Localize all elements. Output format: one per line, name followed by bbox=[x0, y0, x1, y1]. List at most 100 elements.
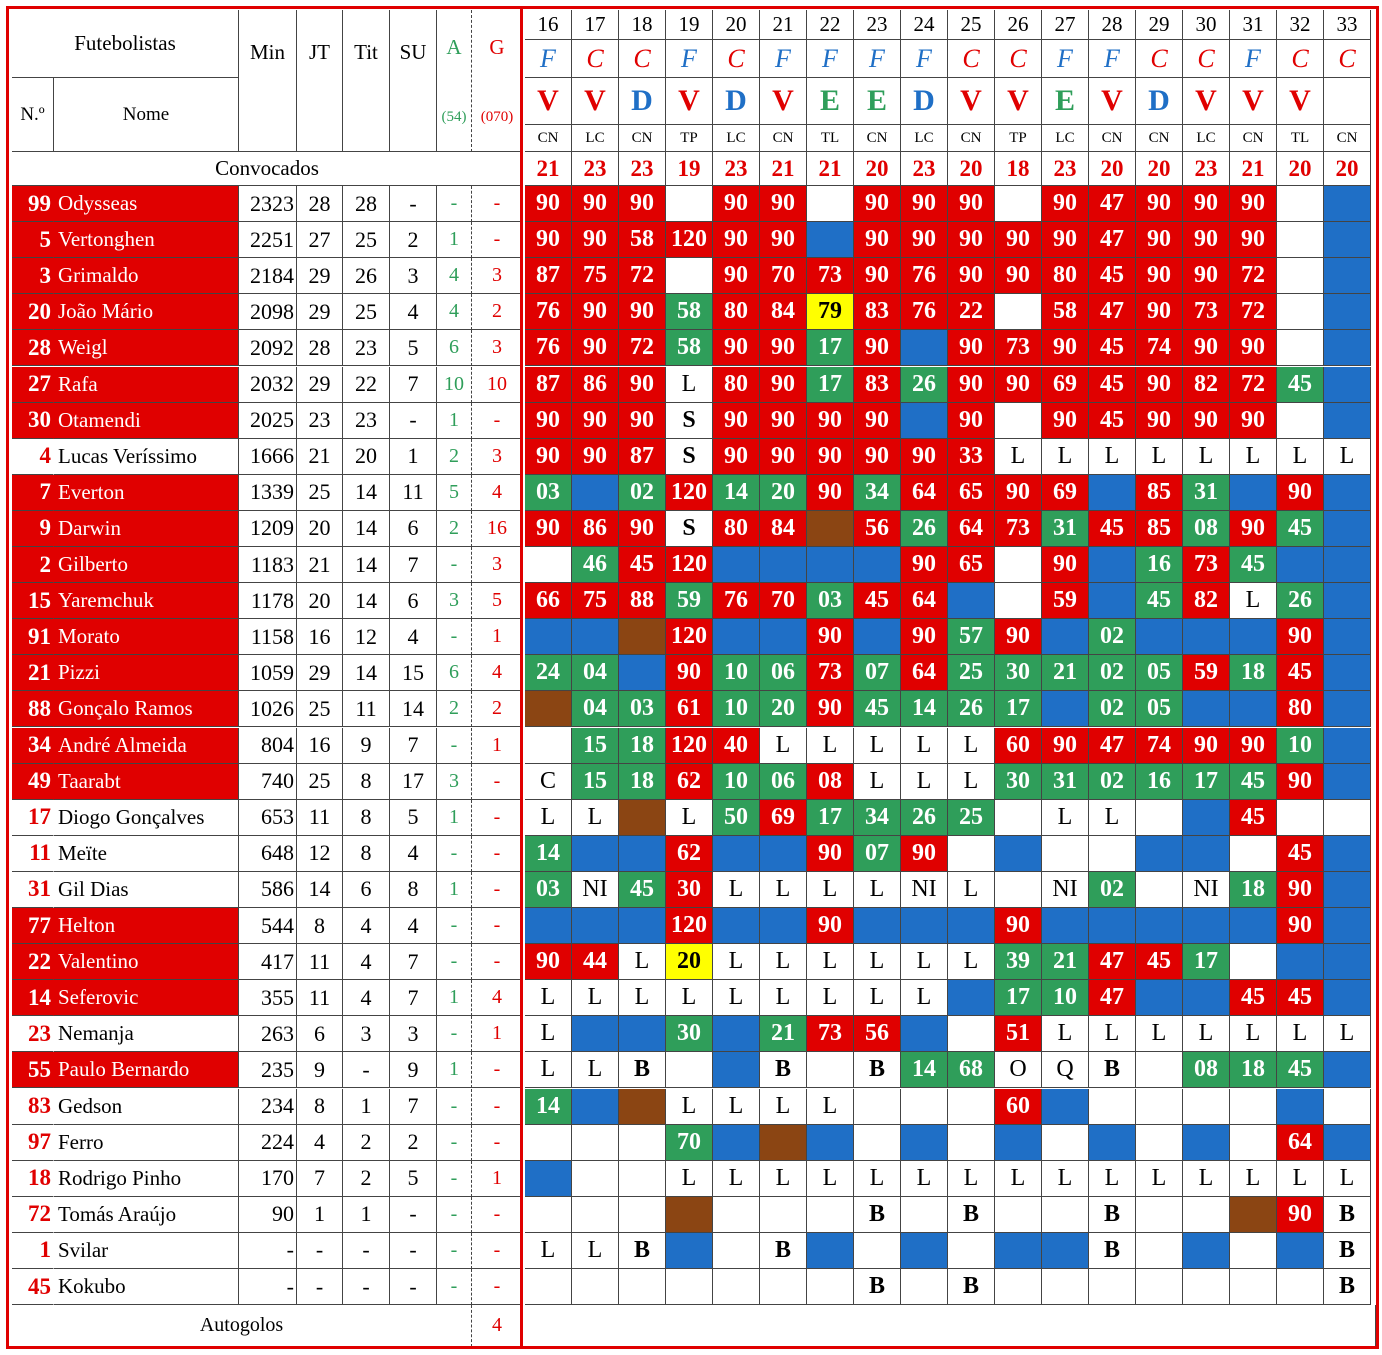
player-a: 3 bbox=[437, 763, 472, 800]
game-result: D bbox=[901, 78, 948, 125]
player-su: 2 bbox=[390, 1124, 437, 1161]
game-cell bbox=[948, 1016, 995, 1053]
player-number: 45 bbox=[12, 1269, 54, 1306]
game-cell bbox=[1042, 835, 1089, 872]
player-jt: 29 bbox=[297, 655, 343, 692]
game-cell: 62 bbox=[666, 763, 713, 800]
game-competition: LC bbox=[901, 125, 948, 152]
game-cell bbox=[901, 1016, 948, 1053]
game-cell: 58 bbox=[1042, 294, 1089, 331]
game-competition: LC bbox=[1183, 125, 1230, 152]
game-cell: 84 bbox=[760, 510, 807, 547]
game-number: 29 bbox=[1136, 10, 1183, 40]
player-g: - bbox=[472, 1124, 523, 1161]
game-cell bbox=[666, 1269, 713, 1306]
player-name: João Mário bbox=[54, 294, 239, 331]
game-cell: B bbox=[760, 1052, 807, 1089]
game-cell bbox=[995, 583, 1042, 620]
game-cell: 90 bbox=[1042, 402, 1089, 439]
game-cell: 45 bbox=[1089, 402, 1136, 439]
game-cell bbox=[1277, 330, 1324, 367]
game-cell: 34 bbox=[854, 799, 901, 836]
game-convocados: 20 bbox=[1136, 152, 1183, 186]
game-cell bbox=[619, 908, 666, 945]
game-cell: 90 bbox=[948, 186, 995, 223]
game-cell: 10 bbox=[1042, 980, 1089, 1017]
game-cell: 87 bbox=[619, 438, 666, 475]
game-cell: 73 bbox=[807, 258, 854, 295]
player-min: 1666 bbox=[239, 438, 297, 475]
player-name: Otamendi bbox=[54, 402, 239, 439]
player-tit: 8 bbox=[343, 763, 390, 800]
game-cell: 10 bbox=[713, 691, 760, 728]
game-cell: 45 bbox=[619, 547, 666, 584]
game-cell: 45 bbox=[1089, 510, 1136, 547]
game-cell: 69 bbox=[1042, 474, 1089, 511]
player-min: 263 bbox=[239, 1016, 297, 1053]
game-cell: 90 bbox=[1183, 727, 1230, 764]
player-number: 2 bbox=[12, 547, 54, 584]
game-cell: 80 bbox=[713, 510, 760, 547]
game-cell: 86 bbox=[572, 510, 619, 547]
game-cell bbox=[713, 1052, 760, 1089]
player-a: - bbox=[437, 1088, 472, 1125]
player-su: 7 bbox=[390, 547, 437, 584]
game-number: 17 bbox=[572, 10, 619, 40]
game-cell: L bbox=[666, 799, 713, 836]
game-cell: 20 bbox=[666, 944, 713, 981]
header-g-label: G bbox=[489, 34, 505, 59]
game-cell bbox=[807, 222, 854, 259]
game-convocados: 23 bbox=[1183, 152, 1230, 186]
game-cell: 20 bbox=[760, 691, 807, 728]
player-min: 804 bbox=[239, 727, 297, 764]
game-cell bbox=[1183, 980, 1230, 1017]
game-cell: L bbox=[1183, 1160, 1230, 1197]
game-number: 32 bbox=[1277, 10, 1324, 40]
game-cell: L bbox=[854, 763, 901, 800]
game-cell: 90 bbox=[1230, 186, 1277, 223]
player-a: - bbox=[437, 1160, 472, 1197]
game-cell bbox=[948, 980, 995, 1017]
player-name: Darwin bbox=[54, 510, 239, 547]
player-number: 72 bbox=[12, 1196, 54, 1233]
player-a: 5 bbox=[437, 474, 472, 511]
game-cell bbox=[1183, 1196, 1230, 1233]
game-cell: 72 bbox=[619, 258, 666, 295]
player-name: Seferovic bbox=[54, 980, 239, 1017]
player-a: 10 bbox=[437, 366, 472, 403]
game-cell: 02 bbox=[1089, 691, 1136, 728]
game-cell: 03 bbox=[619, 691, 666, 728]
game-cell: 47 bbox=[1089, 294, 1136, 331]
game-cell: L bbox=[1089, 1160, 1136, 1197]
game-cell: 18 bbox=[619, 727, 666, 764]
player-name: Pizzi bbox=[54, 655, 239, 692]
game-cell: L bbox=[1042, 799, 1089, 836]
game-result: V bbox=[1277, 78, 1324, 125]
game-cell: 07 bbox=[854, 655, 901, 692]
player-jt: 29 bbox=[297, 366, 343, 403]
player-tit: 12 bbox=[343, 619, 390, 656]
player-a: 2 bbox=[437, 691, 472, 728]
game-cell: L bbox=[1277, 1016, 1324, 1053]
game-cell: B bbox=[619, 1232, 666, 1269]
game-cell bbox=[854, 547, 901, 584]
game-cell: 45 bbox=[1089, 366, 1136, 403]
player-tit: 26 bbox=[343, 258, 390, 295]
game-cell: B bbox=[854, 1196, 901, 1233]
game-cell: 50 bbox=[713, 799, 760, 836]
game-cell bbox=[948, 583, 995, 620]
game-cell: L bbox=[525, 980, 572, 1017]
game-cell: 90 bbox=[807, 835, 854, 872]
game-cell: 31 bbox=[1183, 474, 1230, 511]
game-cell: L bbox=[760, 727, 807, 764]
player-jt: 7 bbox=[297, 1160, 343, 1197]
player-g: 2 bbox=[472, 691, 523, 728]
game-cell bbox=[1324, 474, 1371, 511]
game-cell bbox=[713, 908, 760, 945]
game-cell: 26 bbox=[948, 691, 995, 728]
player-jt: 11 bbox=[297, 799, 343, 836]
game-number: 28 bbox=[1089, 10, 1136, 40]
player-min: - bbox=[239, 1269, 297, 1306]
player-name: Tomás Araújo bbox=[54, 1196, 239, 1233]
game-cell: L bbox=[760, 1088, 807, 1125]
